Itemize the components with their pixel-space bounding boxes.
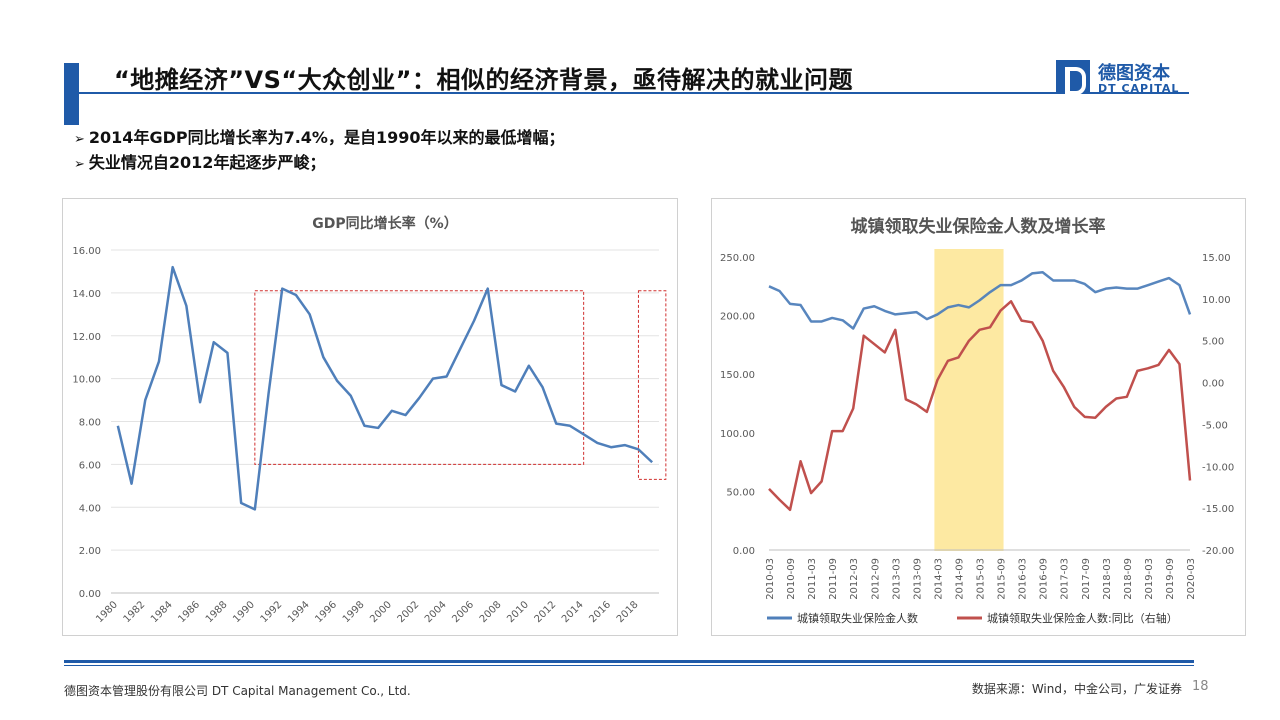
highlight-dashed-box — [254, 290, 585, 465]
x-tick-label: 2000 — [368, 599, 394, 625]
x-tick-label: 1980 — [94, 599, 120, 625]
title-underline — [79, 92, 1189, 94]
y-left-tick-label: 100.00 — [720, 429, 755, 440]
x-tick-label: 1984 — [149, 599, 175, 625]
y-tick-label: 14.00 — [72, 289, 101, 300]
y-right-tick-label: -20.00 — [1202, 546, 1234, 557]
x-tick-label: 2020-03 — [1186, 558, 1197, 600]
chart-title: 城镇领取失业保险金人数及增长率 — [851, 216, 1106, 237]
gdp-series-line — [116, 265, 654, 511]
page-number: 18 — [1192, 679, 1209, 694]
x-tick-label: 1990 — [231, 599, 257, 625]
y-left-tick-label: 150.00 — [720, 370, 755, 381]
x-tick-label: 2017-09 — [1081, 558, 1092, 600]
y-left-tick-label: 250.00 — [720, 253, 755, 264]
logo-en-text: DT CAPITAL — [1098, 82, 1180, 95]
footer-rule — [64, 660, 1194, 663]
y-left-tick-label: 200.00 — [720, 312, 755, 323]
x-tick-label: 2004 — [423, 599, 449, 625]
y-right-tick-label: -5.00 — [1202, 420, 1228, 431]
x-tick-label: 2019-09 — [1165, 558, 1176, 600]
x-tick-label: 2012-09 — [870, 558, 881, 600]
data-source: 数据来源：Wind，中金公司，广发证券 — [971, 682, 1182, 696]
y-tick-label: 2.00 — [79, 546, 101, 557]
y-right-tick-label: 15.00 — [1202, 253, 1231, 264]
arrow-bullet-icon: ➢ — [74, 157, 85, 172]
y-right-tick-label: -10.00 — [1202, 462, 1234, 473]
y-left-tick-label: 50.00 — [726, 487, 755, 498]
slide-title: “地摊经济”VS“大众创业”：相似的经济背景，亟待解决的就业问题 — [114, 66, 853, 94]
recipients-series-line — [768, 270, 1192, 330]
legend-label-yoy: 城镇领取失业保险金人数:同比（右轴） — [987, 611, 1178, 625]
x-tick-label: 1992 — [259, 599, 285, 625]
y-tick-label: 16.00 — [72, 246, 101, 257]
y-tick-label: 12.00 — [72, 332, 101, 343]
x-tick-label: 2010-03 — [765, 558, 776, 600]
x-tick-label: 2017-03 — [1060, 558, 1071, 600]
y-tick-label: 0.00 — [79, 589, 101, 600]
unemployment-chart: 城镇领取失业保险金人数及增长率 250.00 200.00 150.00 100.00 5… — [720, 216, 1234, 625]
gdp-chart: GDP同比增长率（%） 16.00 14.00 12.00 10.00 8.00 6.00 4… — [72, 215, 667, 625]
gdp-chart-panel: GDP同比增长率（%） 16.00 14.00 12.00 10.00 8.00 6.00 4… — [62, 198, 678, 636]
bullet-list: ➢ 2014年GDP同比增长率为7.4%，是自1990年以来的最低增幅； ➢ 失业情… — [74, 126, 565, 176]
x-tick-label: 2015-09 — [997, 558, 1008, 600]
arrow-bullet-icon: ➢ — [74, 132, 85, 147]
x-tick-label: 2015-03 — [976, 558, 987, 600]
logo-cn-text: 德图资本 — [1098, 63, 1170, 84]
y-left-tick-label: 0.00 — [733, 546, 755, 557]
x-tick-label: 2002 — [396, 599, 422, 625]
x-tick-label: 2014 — [560, 599, 586, 625]
yoy-series-line — [768, 300, 1192, 512]
company-logo: 德图资本 DT CAPITAL — [1056, 60, 1196, 95]
highlight-dashed-box — [637, 290, 667, 480]
x-tick-label: 2016-03 — [1018, 558, 1029, 600]
y-tick-label: 10.00 — [72, 375, 101, 386]
bullet-text: 2014年GDP同比增长率为7.4%，是自1990年以来的最低增幅； — [88, 128, 565, 147]
x-tick-label: 2014-09 — [954, 558, 965, 600]
title-accent-bar — [64, 63, 79, 125]
x-tick-label: 2011-09 — [828, 558, 839, 600]
bullet-text: 失业情况自2012年起逐步严峻； — [88, 153, 326, 172]
y-tick-label: 6.00 — [79, 460, 101, 471]
x-tick-label: 2011-03 — [807, 558, 818, 600]
x-tick-label: 1986 — [176, 599, 202, 625]
footer-rule-thin — [64, 665, 1194, 666]
x-tick-label: 1996 — [313, 599, 339, 625]
x-tick-label: 2016-09 — [1039, 558, 1050, 600]
y-tick-label: 8.00 — [79, 418, 101, 429]
x-tick-label: 1998 — [341, 599, 367, 625]
x-tick-label: 2013-09 — [912, 558, 923, 600]
x-tick-label: 1982 — [122, 599, 148, 625]
company-name: 德图资本管理股份有限公司 DT Capital Management Co., … — [64, 684, 411, 698]
x-tick-label: 2014-03 — [933, 558, 944, 600]
x-tick-label: 2006 — [450, 599, 476, 625]
x-tick-label: 2016 — [587, 599, 613, 625]
bullet-item: ➢ 失业情况自2012年起逐步严峻； — [74, 151, 565, 176]
x-tick-label: 2018-09 — [1123, 558, 1134, 600]
legend-label-recipients: 城镇领取失业保险金人数 — [797, 611, 918, 625]
logo-mark-icon — [1056, 60, 1090, 95]
x-tick-label: 2019-03 — [1144, 558, 1155, 600]
y-right-tick-label: -15.00 — [1202, 504, 1234, 515]
x-tick-label: 2012 — [533, 599, 559, 625]
unemployment-chart-panel: 城镇领取失业保险金人数及增长率 250.00 200.00 150.00 100.00 5… — [711, 198, 1246, 636]
x-tick-label: 2018-03 — [1102, 558, 1113, 600]
y-right-tick-label: 0.00 — [1202, 379, 1224, 390]
x-tick-label: 2013-03 — [891, 558, 902, 600]
x-tick-label: 1994 — [286, 599, 312, 625]
x-tick-label: 2010 — [505, 599, 531, 625]
y-right-tick-label: 10.00 — [1202, 295, 1231, 306]
chart-title: GDP同比增长率（%） — [312, 215, 457, 232]
bullet-item: ➢ 2014年GDP同比增长率为7.4%，是自1990年以来的最低增幅； — [74, 126, 565, 151]
x-tick-label: 2018 — [615, 599, 641, 625]
x-tick-label: 2008 — [478, 599, 504, 625]
x-tick-label: 2010-09 — [786, 558, 797, 600]
x-tick-label: 2012-03 — [849, 558, 860, 600]
y-right-tick-label: 5.00 — [1202, 337, 1224, 348]
y-tick-label: 4.00 — [79, 503, 101, 514]
x-tick-label: 1988 — [204, 599, 230, 625]
highlight-period-band — [934, 249, 1004, 551]
